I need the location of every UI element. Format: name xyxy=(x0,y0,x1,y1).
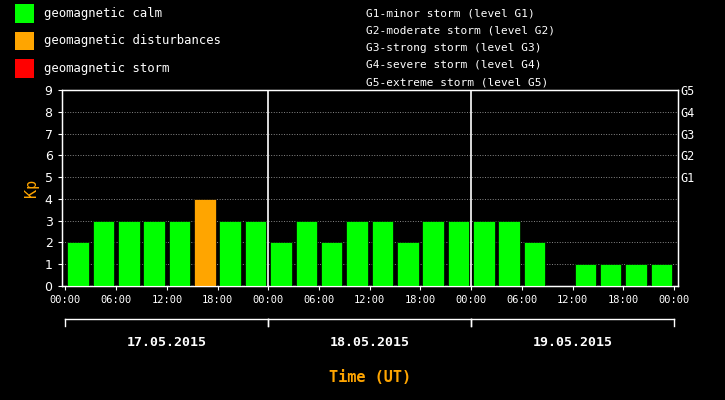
Bar xyxy=(14,59,34,78)
Text: geomagnetic storm: geomagnetic storm xyxy=(44,62,169,75)
Text: 19.05.2015: 19.05.2015 xyxy=(533,336,613,348)
Text: 17.05.2015: 17.05.2015 xyxy=(127,336,207,348)
Text: G1-minor storm (level G1): G1-minor storm (level G1) xyxy=(366,8,535,18)
Bar xyxy=(169,221,191,286)
Bar xyxy=(270,242,291,286)
Bar xyxy=(473,221,494,286)
Bar xyxy=(93,221,115,286)
Text: Time (UT): Time (UT) xyxy=(328,370,411,386)
Bar xyxy=(14,4,34,23)
Bar xyxy=(347,221,368,286)
Bar xyxy=(600,264,621,286)
Bar xyxy=(625,264,647,286)
Text: geomagnetic disturbances: geomagnetic disturbances xyxy=(44,34,220,48)
Bar xyxy=(574,264,596,286)
Bar xyxy=(220,221,241,286)
Text: G2-moderate storm (level G2): G2-moderate storm (level G2) xyxy=(366,26,555,36)
Bar xyxy=(14,32,34,50)
Bar xyxy=(245,221,266,286)
Text: G5-extreme storm (level G5): G5-extreme storm (level G5) xyxy=(366,77,548,87)
Text: G4-severe storm (level G4): G4-severe storm (level G4) xyxy=(366,60,542,70)
Text: G3-strong storm (level G3): G3-strong storm (level G3) xyxy=(366,43,542,53)
Bar xyxy=(321,242,342,286)
Bar xyxy=(650,264,672,286)
Bar xyxy=(194,199,216,286)
Bar xyxy=(448,221,469,286)
Bar xyxy=(67,242,89,286)
Bar xyxy=(296,221,317,286)
Bar xyxy=(423,221,444,286)
Bar xyxy=(523,242,545,286)
Text: 18.05.2015: 18.05.2015 xyxy=(330,336,410,348)
Bar xyxy=(118,221,140,286)
Bar xyxy=(499,221,520,286)
Y-axis label: Kp: Kp xyxy=(24,179,39,197)
Bar xyxy=(372,221,393,286)
Bar xyxy=(144,221,165,286)
Text: geomagnetic calm: geomagnetic calm xyxy=(44,7,162,20)
Bar xyxy=(397,242,418,286)
